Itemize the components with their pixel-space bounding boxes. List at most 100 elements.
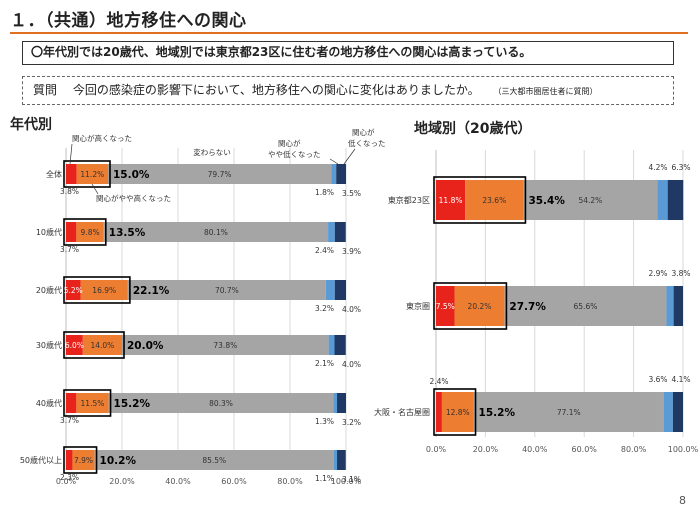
question-note: （三大都市圏居住者に質問） — [493, 87, 598, 96]
age-value-somewhat-low: 1.1% — [315, 474, 334, 483]
age-category-label: 40歳代 — [36, 398, 62, 408]
region-bar-unchanged — [523, 180, 658, 220]
age-value-unchanged: 80.3% — [209, 399, 233, 408]
annotation-low: 関心が — [352, 127, 375, 137]
region-tick-label: 80.0% — [621, 445, 647, 454]
age-value-somewhat-high: 11.2% — [80, 170, 104, 179]
region-total-label: 15.2% — [479, 407, 516, 419]
age-bar-high — [66, 393, 77, 413]
age-value-somewhat-low: 2.4% — [315, 246, 334, 255]
region-value-high: 11.8% — [439, 196, 463, 205]
age-total-label: 15.2% — [114, 398, 151, 410]
region-category-label: 大阪・名古屋圏 — [374, 407, 430, 417]
annotation-somewhat-low-leader — [329, 158, 339, 165]
region-tick-label: 20.0% — [473, 445, 499, 454]
region-value-somewhat-high: 23.6% — [482, 196, 506, 205]
annotation-somewhat-high: 関心がやや高くなった — [96, 193, 171, 203]
region-value-unchanged: 77.1% — [557, 408, 581, 417]
age-value-somewhat-low: 3.2% — [315, 304, 334, 313]
age-value-somewhat-high: 9.8% — [81, 228, 100, 237]
age-bar-high — [66, 222, 77, 242]
age-chart-title: 年代別 — [10, 117, 52, 133]
age-value-high: 3.7% — [60, 245, 79, 254]
region-category-label: 東京都23区 — [388, 195, 430, 205]
age-tick-label: 80.0% — [277, 477, 303, 486]
region-bar-high — [436, 286, 455, 326]
age-bar-somewhat-low — [333, 393, 338, 413]
age-total-label: 22.1% — [133, 285, 170, 297]
region-value-unchanged: 65.6% — [574, 302, 598, 311]
region-tick-label: 60.0% — [571, 445, 597, 454]
age-bar-high — [66, 335, 83, 355]
age-tick-label: 60.0% — [221, 477, 247, 486]
age-category-label: 20歳代 — [36, 285, 62, 295]
age-category-label: 30歳代 — [36, 340, 62, 350]
age-value-somewhat-high: 11.5% — [81, 399, 105, 408]
age-value-high: 3.8% — [60, 187, 79, 196]
title-underline — [10, 32, 688, 34]
question-box: 質問 今回の感染症の影響下において、地方移住への関心に変化はありましたか。 （三… — [22, 76, 674, 105]
region-bar-somewhat-high — [441, 392, 474, 432]
region-bar-somewhat-low — [666, 286, 674, 326]
region-value-somewhat-high: 12.8% — [446, 408, 470, 417]
age-bar-somewhat-high — [76, 393, 109, 413]
age-total-label: 20.0% — [127, 340, 164, 352]
age-value-low: 4.0% — [342, 360, 361, 369]
annotation-high-leader — [69, 143, 73, 165]
age-tick-label: 0.0% — [56, 477, 77, 486]
age-highlight-box — [63, 389, 112, 417]
annotation-high: 関心が高くなった — [72, 133, 132, 143]
age-bar-unchanged — [108, 164, 332, 184]
age-bar-high — [66, 450, 73, 470]
region-highlight-box — [433, 176, 527, 224]
region-value-low: 3.8% — [671, 269, 690, 278]
region-bar-low — [673, 286, 683, 326]
age-value-somewhat-high: 16.9% — [92, 286, 116, 295]
region-bar-somewhat-high — [454, 286, 505, 326]
region-value-somewhat-high: 20.2% — [468, 302, 492, 311]
region-value-somewhat-low: 4.2% — [648, 163, 667, 172]
page-number: 8 — [679, 494, 686, 507]
age-tick-label: 100.0% — [331, 477, 362, 486]
annotation-low-leader — [343, 148, 356, 165]
region-value-high: 7.5% — [436, 302, 455, 311]
age-value-unchanged: 73.8% — [213, 341, 237, 350]
age-value-high: 6.0% — [65, 341, 84, 350]
age-highlight-box — [63, 276, 131, 304]
age-bar-somewhat-low — [331, 164, 337, 184]
region-bar-unchanged — [473, 392, 664, 432]
region-tick-label: 40.0% — [522, 445, 548, 454]
region-value-somewhat-low: 2.9% — [648, 269, 667, 278]
key-finding-box: 〇年代別では20歳代、地域別では東京都23区に住む者の地方移住への関心は高まって… — [22, 41, 674, 65]
question-text: 今回の感染症の影響下において、地方移住への関心に変化はありましたか。 — [72, 83, 480, 97]
age-tick-label: 20.0% — [109, 477, 135, 486]
region-tick-label: 100.0% — [668, 445, 699, 454]
region-value-unchanged: 54.2% — [578, 196, 602, 205]
age-highlight-box — [63, 446, 98, 474]
age-category-label: 50歳代以上 — [20, 455, 62, 465]
page-title: １．（共通）地方移住への関心 — [10, 11, 247, 31]
age-value-somewhat-high: 7.9% — [74, 456, 93, 465]
region-bar-low — [672, 392, 683, 432]
region-value-low: 4.1% — [671, 375, 690, 384]
region-bar-high — [436, 392, 442, 432]
region-value-high: 2.4% — [429, 377, 448, 386]
region-total-label: 35.4% — [528, 195, 565, 207]
region-total-label: 27.7% — [509, 301, 546, 313]
age-highlight-box — [63, 331, 125, 359]
age-bar-unchanged — [103, 222, 329, 242]
age-value-high: 5.2% — [64, 286, 83, 295]
age-total-label: 13.5% — [109, 227, 146, 239]
age-total-label: 10.2% — [100, 455, 137, 467]
region-bar-somewhat-high — [465, 180, 524, 220]
annotation-somewhat-low: 関心が — [278, 138, 301, 148]
age-value-low: 4.0% — [342, 305, 361, 314]
age-value-somewhat-low: 1.3% — [315, 417, 334, 426]
age-bar-unchanged — [108, 393, 334, 413]
age-bar-somewhat-high — [82, 335, 122, 355]
region-tick-label: 0.0% — [426, 445, 447, 454]
region-value-somewhat-low: 3.6% — [648, 375, 667, 384]
age-bar-low — [336, 164, 346, 184]
age-bar-somewhat-low — [328, 335, 335, 355]
